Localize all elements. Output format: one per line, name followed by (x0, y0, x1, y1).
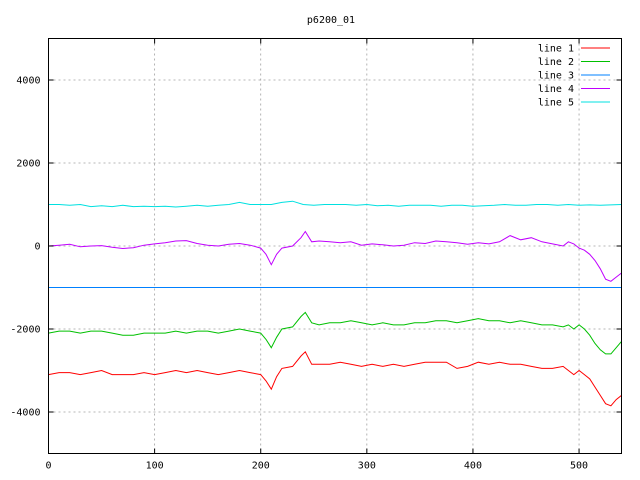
series-line-1 (48, 350, 622, 407)
series-line-4 (48, 230, 622, 282)
series-line-2 (48, 311, 622, 355)
y-tick-label: -2000 (10, 325, 40, 336)
legend-label-4: line 4 (538, 84, 574, 95)
x-tick-label: 200 (252, 461, 270, 472)
series-layer (48, 200, 622, 407)
legend-label-3: line 3 (538, 71, 574, 82)
y-tick-label: 0 (34, 242, 40, 253)
x-tick-label: 400 (464, 461, 482, 472)
x-tick-label: 0 (45, 461, 51, 472)
legend-label-2: line 2 (538, 57, 574, 68)
y-tick-label: 2000 (16, 159, 40, 170)
legend-label-5: line 5 (538, 98, 574, 109)
x-tick-label: 500 (570, 461, 588, 472)
series-line-5 (48, 200, 622, 208)
x-tick-label: 300 (358, 461, 376, 472)
legend: line 1 line 2 line 3 line 4 line 5 (538, 44, 610, 109)
legend-label-1: line 1 (538, 44, 574, 55)
grid-layer (48, 38, 622, 454)
y-tick-label: -4000 (10, 408, 40, 419)
chart-title: p6200_01 (307, 15, 355, 26)
y-tick-label: 4000 (16, 76, 40, 87)
x-tick-label: 100 (146, 461, 164, 472)
ticks-layer: 0 100 200 300 400 500 -4000 -2000 0 2000 4000 (10, 38, 622, 472)
